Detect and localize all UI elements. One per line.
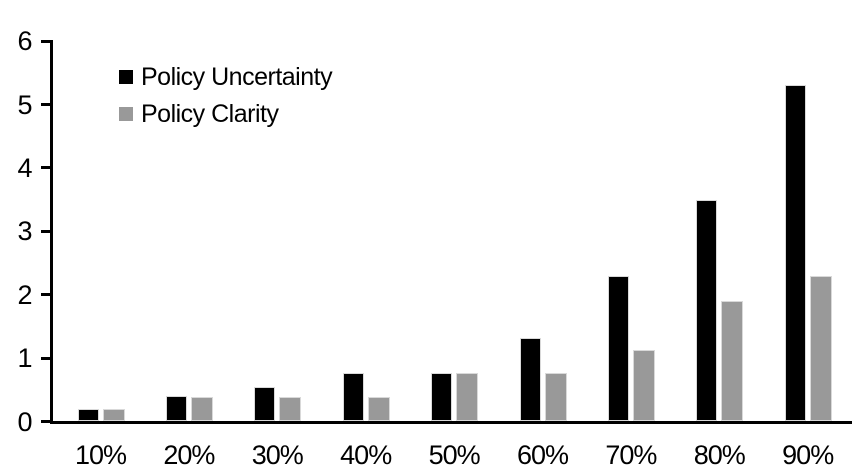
y-tick-mark-0 (41, 420, 53, 423)
bar-policy-clarity-90- (809, 275, 832, 422)
legend-label-policy-uncertainty: Policy Uncertainty (141, 63, 333, 91)
bar-policy-uncertainty-80- (696, 199, 718, 422)
bar-policy-uncertainty-70- (607, 275, 629, 422)
y-tick-label-1: 1 (17, 343, 32, 374)
bar-policy-uncertainty-30- (254, 386, 276, 422)
bar-policy-uncertainty-10- (77, 408, 99, 422)
y-tick-mark-3 (41, 229, 53, 233)
bar-policy-clarity-80- (721, 301, 744, 422)
legend-label-policy-clarity: Policy Clarity (141, 100, 279, 128)
bar-policy-clarity-20- (190, 397, 213, 422)
y-tick-mark-6 (41, 39, 53, 43)
bar-policy-clarity-50- (456, 373, 479, 422)
x-tick-label-70-: 70% (605, 440, 657, 470)
bar-policy-clarity-70- (632, 349, 655, 422)
bar-policy-clarity-40- (367, 397, 390, 422)
bar-policy-clarity-60- (544, 373, 567, 422)
bar-policy-uncertainty-60- (519, 337, 541, 422)
y-tick-label-6: 6 (17, 26, 32, 57)
bar-policy-uncertainty-20- (165, 396, 187, 422)
y-tick-mark-2 (41, 293, 53, 297)
y-tick-label-4: 4 (17, 152, 32, 183)
x-tick-label-20-: 20% (163, 440, 215, 470)
x-tick-label-40-: 40% (340, 440, 392, 470)
bar-policy-clarity-10- (102, 408, 125, 422)
x-tick-label-10-: 10% (74, 440, 127, 470)
x-tick-label-30-: 30% (251, 440, 304, 470)
y-tick-label-2: 2 (17, 279, 32, 310)
x-tick-label-60-: 60% (516, 440, 569, 470)
y-tick-label-5: 5 (17, 89, 32, 120)
bar-policy-clarity-30- (279, 397, 302, 422)
legend: Policy Uncertainty Policy Clarity (119, 63, 333, 128)
x-tick-label-90-: 90% (782, 440, 834, 470)
legend-item-policy-uncertainty: Policy Uncertainty (119, 63, 333, 91)
x-tick-label-50-: 50% (428, 440, 481, 470)
legend-swatch-policy-uncertainty (119, 70, 133, 84)
bar-policy-uncertainty-50- (431, 372, 453, 422)
legend-item-policy-clarity: Policy Clarity (119, 100, 332, 128)
y-tick-label-3: 3 (17, 216, 32, 247)
legend-swatch-policy-clarity (119, 107, 133, 121)
y-tick-mark-4 (41, 166, 53, 170)
x-tick-label-80-: 80% (693, 440, 746, 470)
y-tick-label-0: 0 (17, 406, 32, 437)
y-tick-mark-5 (41, 103, 53, 106)
bar-policy-uncertainty-40- (342, 373, 364, 422)
x-axis-line (50, 421, 852, 424)
y-tick-mark-1 (41, 356, 53, 360)
bar-policy-uncertainty-90- (784, 85, 806, 422)
